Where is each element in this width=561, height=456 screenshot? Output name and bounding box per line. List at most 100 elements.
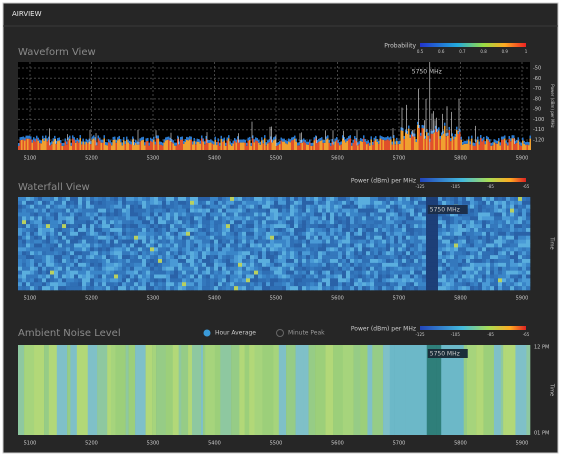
waterfall-cell (270, 201, 274, 205)
waterfall-cell (358, 236, 362, 240)
waterfall-cell (170, 278, 174, 282)
noise-band (501, 345, 504, 435)
noise-top (327, 135, 329, 138)
waterfall-cell (302, 216, 306, 220)
waterfall-cell (122, 259, 126, 263)
waterfall-cell (186, 251, 190, 255)
waterfall-cell (82, 236, 86, 240)
noise-top (261, 137, 263, 140)
waterfall-cell (442, 228, 446, 232)
waterfall-cell (258, 271, 262, 275)
waterfall-cell (170, 240, 174, 244)
waterfall-cell (358, 232, 362, 236)
waterfall-cell (518, 232, 522, 236)
noise-top (183, 141, 185, 144)
radio-hour-average[interactable] (204, 330, 211, 337)
waterfall-cell (310, 240, 314, 244)
waterfall-cell (374, 232, 378, 236)
noise-floor (221, 139, 223, 150)
waterfall-cell (510, 201, 514, 205)
waterfall-cell (310, 263, 314, 267)
waterfall-cell (190, 201, 194, 205)
waterfall-cell (330, 247, 334, 251)
waterfall-cell (114, 259, 118, 263)
noise-band (296, 345, 305, 435)
waterfall-cell (310, 247, 314, 251)
waterfall-cell (262, 240, 266, 244)
waterfall-cell (390, 259, 394, 263)
waterfall-cell (374, 220, 378, 224)
waterfall-cell (482, 271, 486, 275)
noise-band (372, 345, 383, 435)
waterfall-cell (90, 205, 94, 209)
waterfall-cell (478, 236, 482, 240)
waterfall-cell (166, 216, 170, 220)
waterfall-cell (50, 240, 54, 244)
waterfall-cell (402, 228, 406, 232)
waterfall-cell (18, 228, 22, 232)
waterfall-cell (126, 232, 130, 236)
waterfall-cell (98, 240, 102, 244)
waterfall-cell (510, 213, 514, 217)
waterfall-cell (486, 213, 490, 217)
waterfall-cell (358, 247, 362, 251)
waterfall-cell (386, 259, 390, 263)
waterfall-cell (190, 255, 194, 259)
waterfall-cell (490, 263, 494, 267)
waterfall-cell (50, 278, 54, 282)
waterfall-cell (274, 220, 278, 224)
waterfall-cell (142, 213, 146, 217)
waterfall-cell (90, 275, 94, 279)
waterfall-cell (94, 232, 98, 236)
waterfall-cell (66, 247, 70, 251)
waterfall-cell (374, 255, 378, 259)
waterfall-cell (378, 228, 382, 232)
noise-top (530, 136, 532, 139)
radio-label[interactable]: Minute Peak (288, 330, 325, 337)
waterfall-cell (26, 236, 30, 240)
waterfall-cell (54, 271, 58, 275)
radio-label[interactable]: Hour Average (215, 330, 256, 337)
noise-floor (459, 132, 461, 150)
noise-top (98, 135, 100, 138)
waterfall-cell (506, 197, 510, 201)
waterfall-cell (526, 197, 530, 201)
waterfall-cell (498, 247, 502, 251)
waterfall-cell (462, 263, 466, 267)
waterfall-cell (210, 282, 214, 286)
waterfall-cell (54, 286, 58, 290)
noise-band (44, 345, 49, 435)
waterfall-cell (370, 213, 374, 217)
waterfall-cell (474, 209, 478, 213)
noise-top (486, 136, 488, 139)
waterfall-cell (178, 263, 182, 267)
waterfall-cell (158, 209, 162, 213)
waterfall-cell (146, 205, 150, 209)
waterfall-cell (186, 236, 190, 240)
waterfall-cell (34, 282, 38, 286)
waterfall-cell (514, 216, 518, 220)
waterfall-cell (62, 209, 66, 213)
waterfall-cell (218, 240, 222, 244)
waterfall-cell (526, 205, 530, 209)
noise-band (515, 345, 526, 435)
noise-top (381, 136, 383, 139)
waterfall-cell (142, 220, 146, 224)
waterfall-cell (34, 255, 38, 259)
noise-floor (32, 143, 34, 150)
waterfall-cell (302, 209, 306, 213)
noise-band (273, 345, 279, 435)
waterfall-cell (54, 201, 58, 205)
noise-band (166, 345, 173, 435)
waterfall-cell (74, 213, 78, 217)
time-label: 01 PM (534, 431, 549, 437)
noise-top (153, 137, 155, 140)
waterfall-cell (226, 263, 230, 267)
x-tick-label: 5600 (331, 441, 344, 447)
waterfall-cell (110, 267, 114, 271)
waterfall-cell (362, 267, 366, 271)
waterfall-cell (278, 282, 282, 286)
waterfall-cell (414, 271, 418, 275)
waterfall-cell (362, 224, 366, 228)
noise-band (427, 345, 437, 435)
